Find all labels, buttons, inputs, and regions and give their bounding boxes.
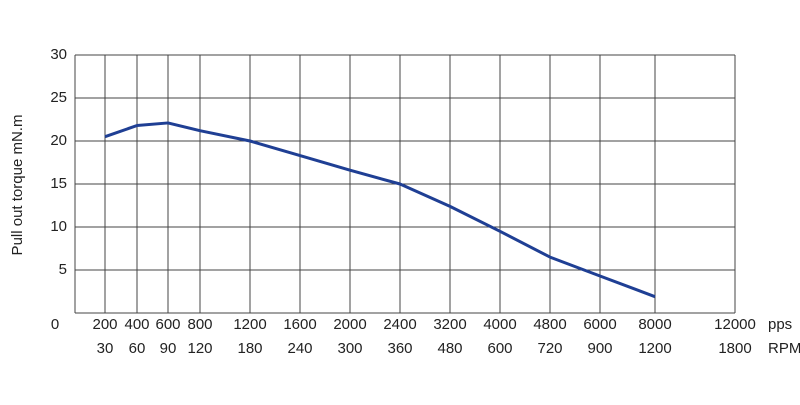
x-tick-label: 8000 xyxy=(638,316,671,333)
x-tick-label: 4800 xyxy=(533,316,566,333)
y-tick-label: 10 xyxy=(50,218,67,235)
x-tick-label: 2000 xyxy=(333,316,366,333)
x2-tick-label: 480 xyxy=(437,340,462,357)
x-tick-label: 600 xyxy=(155,316,180,333)
x2-tick-label: 180 xyxy=(237,340,262,357)
x-unit: pps xyxy=(768,316,792,333)
x2-tick-label: 120 xyxy=(187,340,212,357)
x-tick-label: 200 xyxy=(92,316,117,333)
x-tick-label: 1200 xyxy=(233,316,266,333)
x2-tick-label: 60 xyxy=(129,340,146,357)
x2-tick-label: 1800 xyxy=(718,340,751,357)
x2-tick-label: 240 xyxy=(287,340,312,357)
y-axis-label: Pull out torque mN.m xyxy=(9,115,26,256)
x2-tick-label: 90 xyxy=(160,340,177,357)
x2-tick-label: 720 xyxy=(537,340,562,357)
x-tick-label: 3200 xyxy=(433,316,466,333)
series-line xyxy=(104,121,656,299)
x2-tick-label: 900 xyxy=(587,340,612,357)
x2-tick-label: 1200 xyxy=(638,340,671,357)
x-tick-label: 6000 xyxy=(583,316,616,333)
x-tick-label: 0 xyxy=(51,316,59,333)
y-tick-label: 20 xyxy=(50,132,67,149)
x-tick-label: 800 xyxy=(187,316,212,333)
x2-unit: RPM xyxy=(768,340,800,357)
y-tick-label: 15 xyxy=(50,175,67,192)
x2-tick-label: 300 xyxy=(337,340,362,357)
y-tick-label: 30 xyxy=(50,46,67,63)
x-tick-label: 2400 xyxy=(383,316,416,333)
x-tick-label: 1600 xyxy=(283,316,316,333)
x-tick-label: 12000 xyxy=(714,316,756,333)
x2-tick-label: 360 xyxy=(387,340,412,357)
x-tick-label: 400 xyxy=(124,316,149,333)
x2-tick-label: 30 xyxy=(97,340,114,357)
y-tick-label: 25 xyxy=(50,89,67,106)
y-tick-label: 5 xyxy=(59,261,67,278)
x2-tick-label: 600 xyxy=(487,340,512,357)
x-tick-label: 4000 xyxy=(483,316,516,333)
